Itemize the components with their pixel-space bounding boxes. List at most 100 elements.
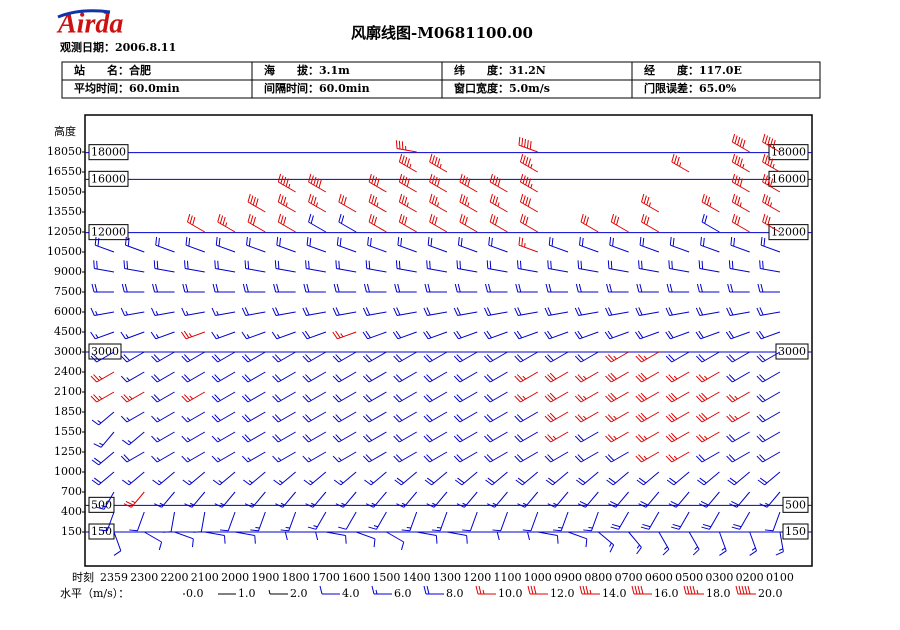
wind-barb (120, 371, 145, 383)
wind-barb (665, 307, 690, 316)
wind-barb (484, 451, 508, 463)
wind-barb (182, 283, 205, 293)
wind-barb (544, 391, 569, 403)
wind-barb (401, 511, 418, 532)
wind-barb (484, 411, 508, 423)
wind-barb (398, 173, 417, 193)
wind-barb (424, 283, 447, 293)
wind-barb (731, 511, 751, 530)
wind-barb (513, 330, 538, 340)
ref-label-box (88, 144, 129, 161)
wind-barb (214, 260, 236, 273)
ref-label-box (88, 343, 122, 360)
x-tick-label: 0500 (675, 571, 703, 584)
wind-barb (153, 260, 175, 273)
wind-barb (453, 391, 478, 403)
wind-barb (636, 283, 659, 293)
wind-barb (459, 213, 478, 233)
wind-barb (671, 511, 690, 530)
wind-barb (665, 330, 690, 340)
wind-barb (574, 307, 599, 316)
ref-label: 3000 (91, 345, 119, 358)
wind-barb (336, 236, 357, 253)
wind-barb (718, 531, 727, 556)
wind-barb (305, 260, 326, 273)
wind-barb (574, 411, 599, 423)
wind-barb (394, 283, 417, 293)
wind-barb (120, 411, 145, 423)
wind-barb (668, 491, 690, 508)
wind-barb (332, 451, 357, 463)
legend-title: 水平（m/s）： (60, 587, 129, 600)
wind-barb (507, 531, 530, 541)
wind-barb (756, 431, 781, 443)
x-tick-label: 1300 (433, 571, 461, 584)
legend-label: 16.0 (654, 587, 679, 600)
y-tick-label: 2100 (54, 385, 82, 398)
wind-barb (392, 330, 417, 340)
wind-barb (658, 531, 670, 556)
wind-barb (453, 307, 478, 316)
wind-barb (726, 307, 750, 316)
wind-barb (234, 531, 256, 544)
wind-barb (154, 491, 175, 508)
wind-barb (211, 351, 236, 363)
wind-barb (152, 471, 175, 486)
info-cell: 站 名：合肥 (74, 63, 151, 77)
wind-barb (265, 531, 288, 541)
wind-barb (272, 431, 296, 443)
wind-barb (273, 283, 296, 293)
ref-label: 12000 (771, 226, 806, 239)
y-tick-label: 1850 (54, 405, 82, 418)
wind-barb (518, 236, 538, 253)
wind-barb (701, 193, 720, 213)
wind-barb (459, 173, 478, 193)
wind-barb (244, 491, 266, 508)
x-tick-label: 0800 (584, 571, 612, 584)
wind-barb (756, 330, 781, 340)
wind-barb (698, 260, 720, 273)
wind-barb (577, 260, 599, 273)
wind-barb (635, 391, 660, 403)
ref-label: 12000 (91, 226, 126, 239)
wind-barb (731, 173, 750, 193)
wind-barb (247, 193, 266, 213)
wind-barb (638, 491, 660, 508)
wind-barb (217, 213, 236, 233)
wind-barb (641, 213, 660, 233)
wind-barb (429, 213, 448, 233)
wind-barb (605, 371, 629, 383)
ref-label-box (768, 224, 809, 241)
wind-barb (335, 491, 357, 508)
wind-barb (628, 531, 642, 555)
ref-label: 150 (785, 525, 806, 538)
x-tick-label: 1700 (312, 571, 340, 584)
wind-barb (762, 213, 781, 233)
legend-barb (475, 585, 496, 595)
wind-barb (332, 371, 357, 383)
wind-barb (515, 283, 538, 293)
y-tick-label: 400 (61, 505, 82, 518)
wind-barb (574, 391, 599, 403)
info-cell: 门限误差：65.0% (644, 81, 737, 95)
wind-barb (762, 133, 781, 153)
wind-barb (519, 193, 539, 213)
wind-barb (91, 411, 115, 426)
wind-barb (129, 511, 145, 532)
wind-barb (726, 411, 750, 423)
wind-barb (665, 351, 690, 363)
ref-label-box (775, 343, 809, 360)
wind-barb (727, 283, 750, 293)
legend-barb (735, 585, 756, 595)
ref-label: 16000 (91, 172, 126, 185)
logo-swoosh (57, 9, 111, 19)
wind-barb (243, 471, 266, 486)
wind-barb (423, 391, 448, 403)
wind-barb (462, 511, 478, 532)
wind-barb (363, 451, 387, 463)
wind-barb (609, 236, 629, 253)
y-tick-label: 12050 (47, 225, 82, 238)
wind-barb (608, 491, 629, 508)
wind-barb (514, 371, 539, 383)
